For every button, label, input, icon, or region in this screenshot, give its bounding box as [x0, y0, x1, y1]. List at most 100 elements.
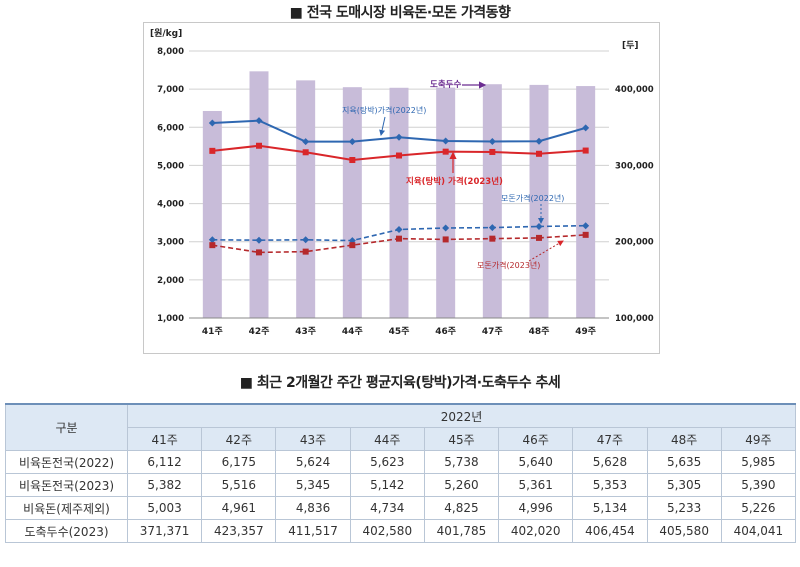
data-point — [536, 150, 542, 157]
data-point — [395, 226, 403, 234]
y-axis-label: [원/kg] — [150, 27, 182, 39]
bar — [482, 84, 502, 318]
y2-axis-label: [두] — [622, 40, 639, 51]
data-point — [442, 224, 450, 232]
data-point — [256, 249, 262, 256]
bar — [576, 86, 596, 318]
y2-tick-label: 200,000 — [615, 238, 654, 248]
table-cell: 5,516 — [201, 473, 277, 497]
data-point — [302, 248, 309, 255]
annotation-sow-2023: 모돈가격(2023년) — [477, 260, 540, 270]
bar — [529, 84, 549, 319]
table-cell: 5,985 — [720, 450, 797, 474]
row-label: 비육돈전국(2022) — [5, 450, 128, 474]
annotation-arrow — [379, 116, 386, 136]
y-tick-label: 3,000 — [157, 238, 184, 248]
table-row: 비육돈전국(2022) 6,112 6,175 5,624 5,623 5,738 5,64… — [5, 450, 797, 474]
price-chart: 1,000 2,000 3,000 4,000 5,000 6,000 7,000 8,000… — [150, 27, 654, 337]
table-cell: 404,041 — [720, 519, 797, 543]
bar — [342, 87, 362, 318]
data-point — [208, 119, 216, 127]
y-tick-label: 4,000 — [157, 200, 184, 210]
table-cell: 405,580 — [646, 519, 722, 543]
table-cell: 5,142 — [349, 473, 425, 497]
table-cell: 5,640 — [498, 450, 574, 474]
table-cell: 4,836 — [275, 496, 351, 520]
data-point — [255, 117, 263, 125]
table-cell: 402,580 — [349, 519, 425, 543]
bar — [436, 87, 456, 318]
y2-tick-label: 400,000 — [615, 85, 654, 95]
annotation-price-2023: 지육(탕박) 가격(2023년) — [406, 176, 503, 187]
bar — [296, 80, 316, 319]
table-cell: 5,382 — [126, 473, 203, 497]
data-point — [256, 142, 262, 149]
table-cell: 423,357 — [201, 519, 277, 543]
table-cell: 4,961 — [201, 496, 277, 520]
data-point — [209, 147, 216, 154]
x-tick-label: 42주 — [249, 326, 270, 337]
x-tick-label: 49주 — [575, 326, 596, 337]
table-cell: 401,785 — [423, 519, 500, 543]
annotation-arrow — [528, 240, 564, 262]
data-point — [582, 222, 590, 230]
table-header-week: 44주 — [349, 427, 425, 451]
data-point — [302, 138, 310, 146]
annotation-slaughter: 도축두수 — [430, 79, 461, 90]
table-cell: 5,623 — [349, 450, 425, 474]
x-tick-label: 41주 — [202, 326, 223, 337]
chart-area: 1,000 2,000 3,000 4,000 5,000 6,000 7,000 8,000… — [143, 22, 660, 354]
table-header-week: 43주 — [275, 427, 351, 451]
row-label: 도축두수(2023) — [5, 519, 128, 543]
table-cell: 5,635 — [646, 450, 722, 474]
table-cell: 5,361 — [498, 473, 574, 497]
data-point — [488, 137, 496, 145]
table-header-week: 49주 — [720, 427, 797, 451]
table-cell: 4,825 — [423, 496, 500, 520]
table-cell: 5,345 — [275, 473, 351, 497]
trend-table: 구분 2022년 41주 42주 43주 44주 45주 46주 47주 48주 49주 비육돈전국… — [5, 403, 797, 543]
table-row: 비육돈전국(2023) 5,382 5,516 5,345 5,142 5,260 5,36… — [5, 473, 797, 497]
data-point — [349, 242, 356, 249]
data-point — [582, 124, 590, 132]
x-tick-label: 43주 — [295, 326, 316, 337]
table-cell: 5,233 — [646, 496, 722, 520]
table-row: 도축두수(2023) 371,371 423,357 411,517 402,580 40… — [5, 519, 797, 543]
table-header-week: 47주 — [572, 427, 648, 451]
data-point — [348, 138, 356, 146]
data-point — [442, 137, 450, 145]
table-header-group: 구분 — [5, 403, 128, 451]
data-point — [489, 148, 496, 155]
table-cell: 6,112 — [126, 450, 203, 474]
data-point — [582, 147, 589, 154]
data-point — [302, 149, 309, 156]
table-header-week: 42주 — [201, 427, 277, 451]
annotation-sow-2022: 모돈가격(2022년) — [501, 193, 564, 203]
data-point — [395, 133, 403, 141]
data-point — [536, 234, 542, 241]
annotation-price-2022: 지육(탕박)가격(2022년) — [342, 105, 426, 115]
table-cell: 5,390 — [720, 473, 797, 497]
bar — [249, 71, 269, 318]
y-tick-label: 1,000 — [157, 314, 184, 324]
data-point — [535, 137, 543, 145]
x-tick-label: 47주 — [482, 326, 503, 337]
table-cell: 4,734 — [349, 496, 425, 520]
data-point — [489, 235, 496, 242]
table-cell: 406,454 — [572, 519, 648, 543]
data-point — [535, 222, 543, 230]
table-cell: 5,134 — [572, 496, 648, 520]
table-cell: 411,517 — [275, 519, 351, 543]
data-point — [488, 224, 496, 232]
table-header-week: 46주 — [498, 427, 574, 451]
data-point — [209, 242, 216, 249]
data-point — [255, 236, 263, 244]
data-point — [582, 231, 589, 238]
data-point — [349, 157, 356, 164]
table-cell: 4,996 — [498, 496, 574, 520]
x-tick-label: 44주 — [342, 326, 363, 337]
table-header-week: 45주 — [423, 427, 500, 451]
data-point — [208, 236, 216, 244]
chart-title: ■ 전국 도매시장 비육돈·모돈 가격동향 — [289, 5, 511, 21]
bar — [389, 87, 409, 318]
